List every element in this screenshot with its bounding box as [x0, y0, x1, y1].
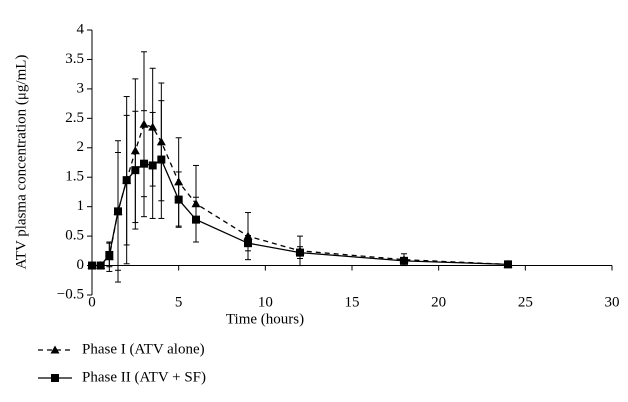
- x-tick-label: 30: [605, 294, 620, 310]
- legend-label: Phase I (ATV alone): [82, 341, 205, 357]
- y-tick-label: −0.5: [57, 286, 84, 302]
- data-point: [244, 239, 252, 248]
- data-point: [122, 176, 131, 185]
- data-point: [105, 250, 114, 259]
- y-tick-label: 1: [77, 198, 85, 214]
- y-tick-label: 0: [77, 257, 85, 273]
- data-point: [174, 195, 183, 204]
- data-point: [114, 207, 122, 216]
- data-point: [140, 159, 148, 168]
- x-tick-label: 15: [345, 294, 360, 310]
- y-tick-label: 0.5: [65, 228, 84, 244]
- y-tick-label: 1.5: [65, 169, 84, 185]
- data-point: [148, 161, 157, 170]
- data-point: [131, 166, 140, 175]
- y-axis-title: ATV plasma concentration (μg/mL): [13, 55, 29, 270]
- legend-marker: [51, 374, 59, 382]
- x-tick-label: 0: [88, 294, 96, 310]
- data-point: [157, 155, 166, 164]
- data-point: [504, 260, 512, 269]
- x-tick-label: 20: [431, 294, 446, 310]
- y-tick-label: 3: [77, 80, 85, 96]
- legend-marker: [50, 345, 60, 354]
- x-tick-label: 5: [175, 294, 183, 310]
- x-tick-label: 25: [518, 294, 533, 310]
- data-point: [296, 248, 304, 257]
- y-tick-label: 2: [77, 139, 85, 155]
- data-point: [96, 261, 105, 270]
- y-tick-label: 2.5: [65, 110, 84, 126]
- x-axis-title: Time (hours): [226, 311, 304, 327]
- data-point: [400, 256, 408, 265]
- data-point: [192, 215, 200, 224]
- data-point: [88, 261, 96, 270]
- legend-label: Phase II (ATV + SF): [82, 369, 206, 385]
- y-tick-label: 4: [77, 21, 85, 37]
- x-tick-label: 10: [258, 294, 273, 310]
- y-tick-label: 3.5: [65, 51, 84, 67]
